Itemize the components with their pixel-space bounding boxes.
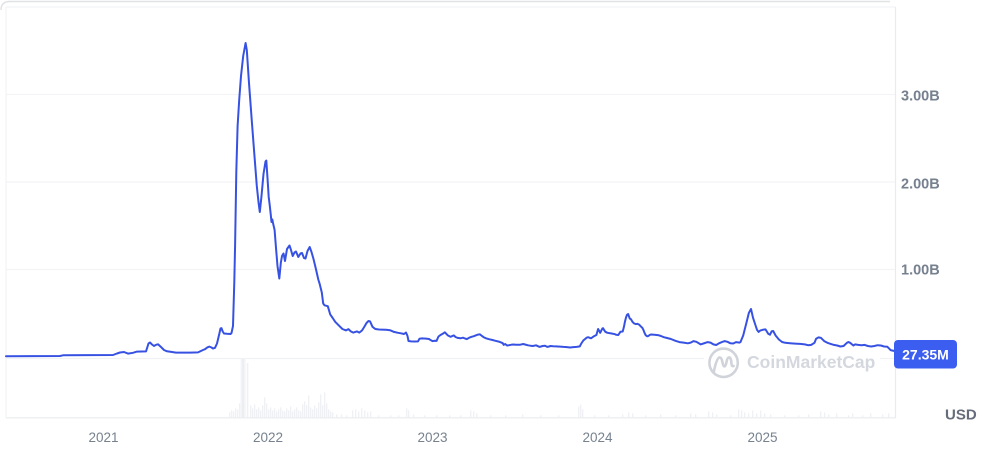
svg-text:27.35M: 27.35M — [902, 346, 949, 362]
svg-text:1.00B: 1.00B — [901, 262, 940, 278]
svg-text:2023: 2023 — [417, 430, 447, 445]
svg-text:CoinMarketCap: CoinMarketCap — [747, 352, 875, 372]
svg-text:3.00B: 3.00B — [901, 88, 940, 104]
svg-text:USD: USD — [945, 407, 977, 424]
svg-text:2.00B: 2.00B — [901, 176, 940, 192]
svg-text:2025: 2025 — [747, 430, 777, 445]
svg-text:2024: 2024 — [582, 430, 613, 445]
svg-text:2021: 2021 — [88, 430, 118, 445]
svg-text:2022: 2022 — [253, 430, 283, 445]
